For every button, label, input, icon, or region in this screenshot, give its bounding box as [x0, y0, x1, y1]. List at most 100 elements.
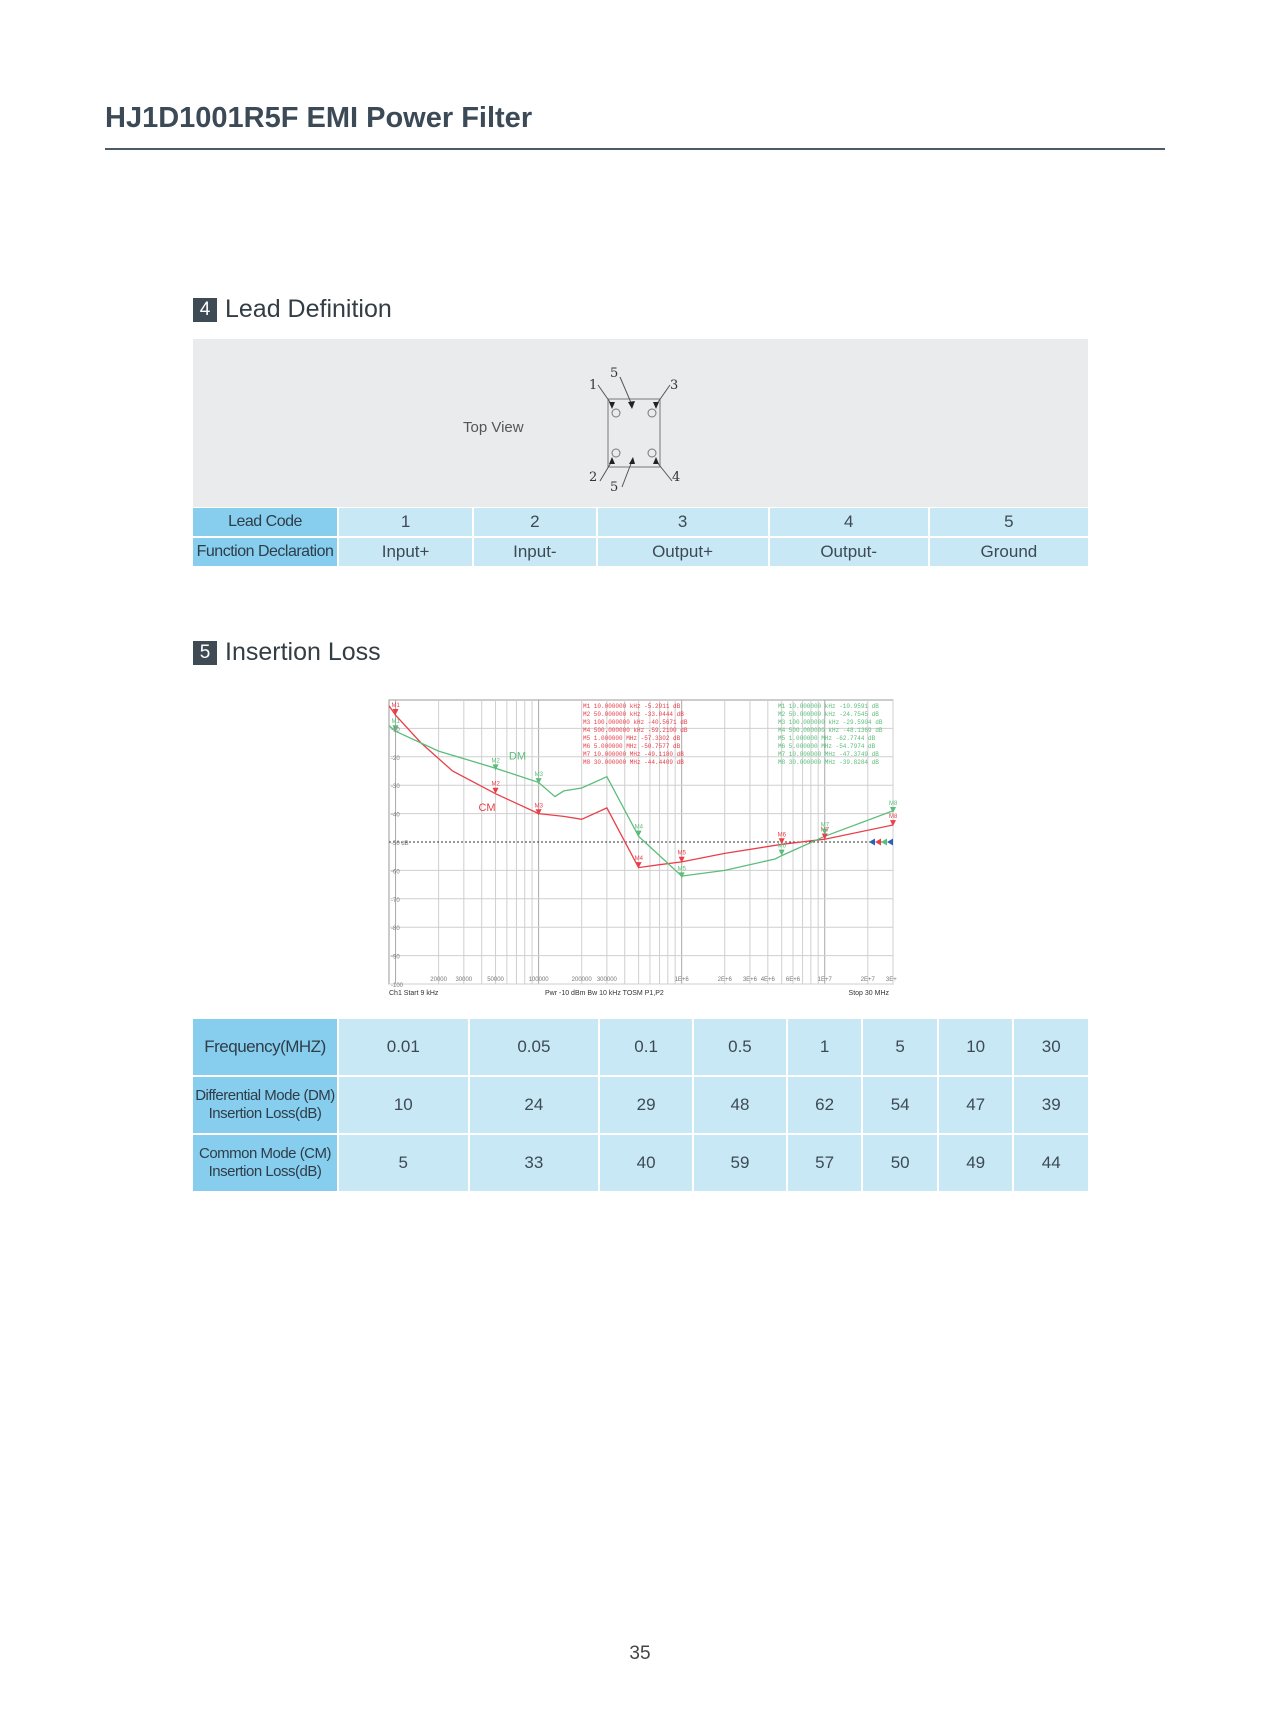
cm-value-cell: 50 [863, 1135, 937, 1191]
cm-marker-table-row: M4 500.000000 kHz -59.2100 dB [583, 727, 688, 734]
x-tick-label: 20000 [430, 977, 447, 983]
insertion-loss-table: Frequency(MHZ) 0.01 0.05 0.1 0.5 1 5 10 … [191, 1017, 1090, 1193]
pin-label-5-bottom: 5 [610, 480, 618, 491]
footer-middle: Pwr -10 dBm Bw 10 kHz TOSM P1,P2 [545, 990, 664, 997]
arrow-5-top [628, 401, 635, 409]
footer-stop: Stop 30 MHz [849, 990, 890, 997]
marker-triangle [821, 828, 828, 835]
series-line-dm [388, 725, 894, 877]
pin-label-3: 3 [670, 378, 678, 393]
section-title: Insertion Loss [225, 638, 381, 666]
cm-marker-table-row: M5 1.000000 MHz -57.3302 dB [583, 735, 681, 742]
pinout-diagram: 1 5 3 2 5 4 [589, 366, 680, 491]
cm-marker-table-row: M1 10.000000 kHz -5.2911 dB [583, 703, 681, 710]
marker-triangle [821, 833, 828, 840]
x-tick-label: 100000 [529, 977, 550, 983]
marker-triangle [535, 809, 542, 816]
function-cell: Ground [929, 538, 1088, 566]
dm-value-cell: 54 [863, 1077, 937, 1133]
cm-value-cell: 59 [694, 1135, 786, 1191]
chart-footer: Ch1 Start 9 kHz Pwr -10 dBm Bw 10 kHz TOS… [389, 990, 889, 997]
pin-pad-3 [647, 408, 657, 418]
lead-line-3 [655, 384, 671, 406]
x-tick-label: 3E+6 [743, 977, 758, 983]
y-tick-label: -30 [391, 784, 400, 790]
dm-marker-table-row: M7 10.000000 MHz -47.3749 dB [778, 751, 879, 758]
marker-label: M6 [778, 832, 787, 838]
lead-definition-table: Lead Code 1 2 3 4 5 Function Declaration… [191, 506, 1090, 568]
x-tick-label: 6E+6 [786, 977, 801, 983]
cm-marker-table-row: M3 100.000000 kHz -40.5671 dB [583, 719, 688, 726]
frequency-cell: 1 [787, 1019, 862, 1075]
marker-triangle [635, 862, 642, 869]
marker-label: M1 [392, 703, 401, 709]
series-line-cm [388, 705, 894, 869]
marker-triangle [890, 807, 896, 814]
pin-pad-4 [647, 448, 657, 458]
function-cell: Output+ [597, 538, 768, 566]
section-5-heading: 5 Insertion Loss [193, 638, 381, 667]
reference-arrow [887, 838, 893, 846]
cm-value-cell: 44 [1014, 1135, 1088, 1191]
marker-triangle [678, 856, 685, 863]
frequency-cell: 0.1 [600, 1019, 693, 1075]
cm-value-cell: 5 [339, 1135, 468, 1191]
section-4-heading: 4 Lead Definition [193, 295, 392, 324]
series-group: CM DM [388, 705, 894, 877]
dm-value-cell: 10 [339, 1077, 468, 1133]
marker-label: M4 [635, 825, 644, 831]
x-tick-label: 2E+6 [718, 977, 733, 983]
cm-marker-table-row: M2 50.000000 kHz -33.0444 dB [583, 711, 684, 718]
cm-header-line2: Insertion Loss(dB) [208, 1163, 322, 1180]
reference-arrow [875, 838, 881, 846]
top-view-label: Top View [463, 419, 524, 436]
marker-label: M3 [535, 772, 544, 778]
page-number: 35 [629, 1643, 651, 1664]
arrow-2 [609, 457, 615, 464]
dm-marker-table-row: M6 5.000000 MHz -54.7974 dB [778, 743, 876, 750]
cm-value-cell: 57 [787, 1135, 862, 1191]
cm-value-cell: 49 [938, 1135, 1013, 1191]
marker-triangle [392, 709, 399, 716]
dm-value-cell: 39 [1014, 1077, 1088, 1133]
y-tick-label: -60 [391, 869, 400, 875]
marker-label: M6 [778, 844, 787, 850]
title-rule [105, 148, 1165, 150]
marker-triangle [778, 849, 785, 856]
y-tick-label: -40 [391, 813, 400, 819]
frequency-header: Frequency(MHZ) [193, 1019, 337, 1075]
dm-marker-table-row: M1 10.000000 kHz -10.9591 dB [778, 703, 879, 710]
cm-header-line1: Common Mode (CM) [198, 1145, 332, 1162]
x-tick-label: 300000 [597, 977, 618, 983]
marker-label: M8 [889, 801, 897, 807]
lead-code-cell: 4 [769, 508, 928, 536]
dm-value-cell: 24 [469, 1077, 599, 1133]
lead-line-5-bottom [621, 460, 633, 488]
function-cell: Input- [474, 538, 596, 566]
marker-triangle [492, 764, 499, 771]
cm-marker-table-row: M7 10.000000 MHz -49.1180 dB [583, 751, 684, 758]
function-header: Function Declaration [193, 538, 337, 566]
x-tick-label: 2E+7 [861, 977, 876, 983]
marker-label: M8 [889, 814, 897, 820]
cm-header: Common Mode (CM) Insertion Loss(dB) [193, 1135, 337, 1191]
arrow-3 [653, 402, 659, 409]
page-title: HJ1D1001R5F EMI Power Filter [105, 102, 533, 134]
dm-marker-table-row: M2 50.000000 kHz -24.7545 dB [778, 711, 879, 718]
frequency-cell: 0.5 [694, 1019, 786, 1075]
x-tick-label: 50000 [487, 977, 504, 983]
frequency-cell: 0.01 [339, 1019, 468, 1075]
x-tick-label: 200000 [572, 977, 593, 983]
dm-value-cell: 62 [787, 1077, 862, 1133]
dm-marker-table-row: M5 1.000000 MHz -62.7744 dB [778, 735, 876, 742]
tick-label-group: -10 -20 -30 -40 -50 dB -60 -70 -80 -90 -100 20000 3… [391, 727, 897, 989]
chart-background [385, 690, 897, 998]
marker-triangle [492, 787, 499, 794]
footer-start: Ch1 Start 9 kHz [389, 990, 439, 997]
table-row: Common Mode (CM) Insertion Loss(dB) 5 33… [193, 1135, 1088, 1191]
frequency-cell: 0.05 [469, 1019, 599, 1075]
marker-label: M2 [492, 782, 501, 788]
marker-label: M5 [678, 851, 687, 857]
x-tick-label: 30000 [455, 977, 472, 983]
lead-line-2 [599, 460, 613, 482]
